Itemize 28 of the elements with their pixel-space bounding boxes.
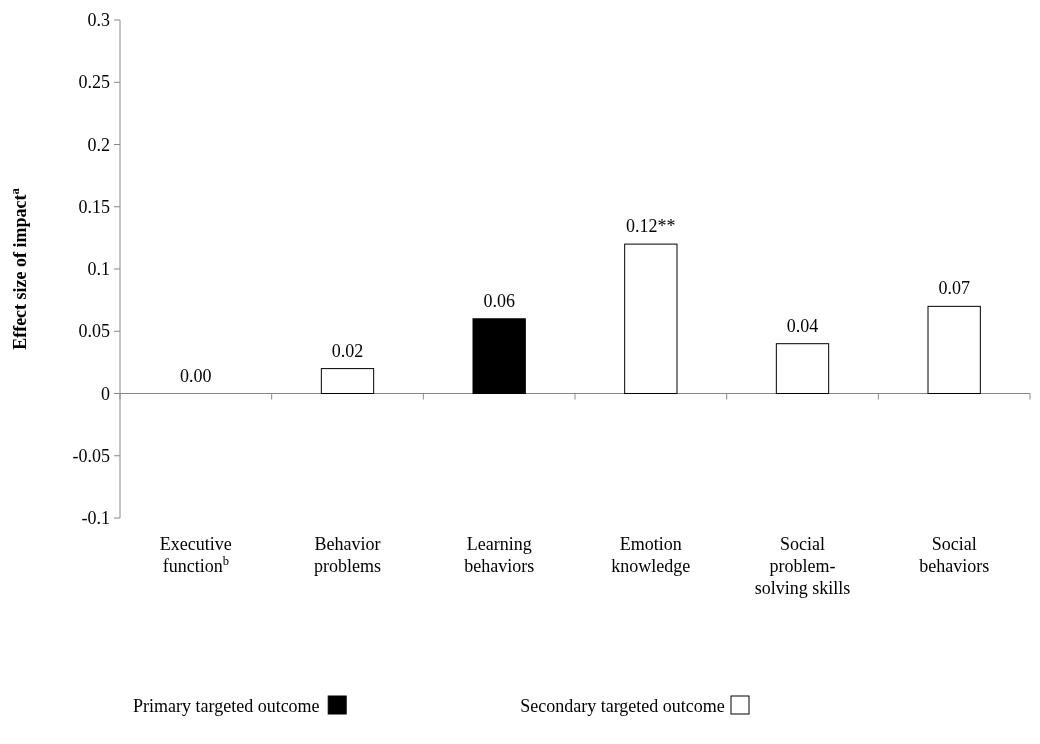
data-label: 0.06: [483, 290, 515, 311]
y-tick-label: 0.1: [87, 259, 110, 279]
x-tick-label: Executive function$^{b}$: [159, 534, 232, 576]
y-tick-label: 0: [101, 383, 110, 404]
y-tick-label: 0.2: [87, 134, 110, 155]
bar: [320, 368, 375, 394]
data-label: 0.02: [331, 340, 364, 361]
x-tick-label: Social behaviors: [919, 534, 990, 576]
x-tick-label: Behavior problems: [314, 534, 381, 576]
y-tick-label: 0.05: [78, 321, 110, 342]
data-label: 0.07: [938, 278, 970, 299]
y-tick-label: 0.3: [87, 10, 110, 30]
data-label: 0.00: [180, 365, 212, 386]
y-tick-label: 0.25: [78, 72, 110, 93]
x-tick-label: Learning behaviors: [464, 534, 535, 576]
y-tick-label: 0.15: [78, 196, 110, 217]
data-label: 0.12**: [626, 216, 676, 237]
bar: [624, 243, 678, 394]
data-label: 0.04: [786, 315, 819, 336]
legend-label: Secondary targeted outcome: [520, 696, 725, 716]
bar: [927, 305, 981, 394]
y-tick-label: -0.05: [72, 445, 110, 466]
x-tick-label: Emotion knowledge: [611, 534, 691, 576]
legend-label: Primary targeted outcome: [133, 696, 320, 716]
y-tick-label: -0.1: [81, 508, 110, 528]
bar: [775, 343, 830, 394]
bar: [472, 318, 526, 394]
x-tick-label: Social problem-solving skills: [754, 534, 851, 598]
